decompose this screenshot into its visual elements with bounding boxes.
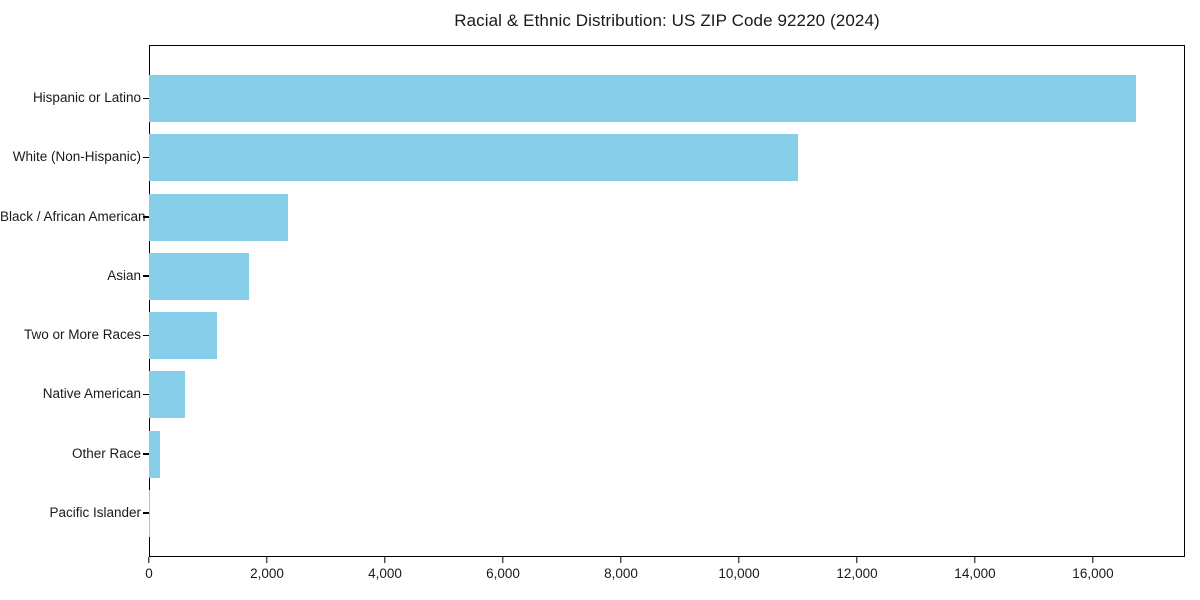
bar-track [149, 188, 1185, 247]
category-label: Other Race [71, 445, 141, 461]
bar [149, 312, 217, 360]
x-tick-mark [1092, 557, 1094, 563]
category-label: Black / African American [0, 208, 146, 224]
x-tick-label: 16,000 [1072, 566, 1114, 581]
x-tick-label: 0 [145, 566, 153, 581]
plot-area [149, 45, 1185, 557]
bar-track [149, 306, 1185, 365]
y-tick-mark [143, 512, 149, 514]
bar-row: Two or More Races [0, 306, 1200, 365]
x-tick-mark [148, 557, 150, 563]
x-tick-mark [502, 557, 504, 563]
bar [149, 430, 161, 478]
bar-track [149, 247, 1185, 306]
x-tick-mark [738, 557, 740, 563]
bar [149, 75, 1137, 123]
bar-track [149, 425, 1185, 484]
x-tick-label: 14,000 [954, 566, 996, 581]
bar [149, 252, 250, 300]
bar-row: Pacific Islander [0, 484, 1200, 543]
x-tick-label: 10,000 [718, 566, 760, 581]
x-tick-mark [856, 557, 858, 563]
x-tick-mark [620, 557, 622, 563]
y-tick-mark [143, 453, 149, 455]
bar-row: Native American [0, 365, 1200, 424]
bar-track [149, 484, 1185, 543]
y-tick-mark [143, 156, 149, 159]
category-label: Asian [107, 267, 141, 283]
x-tick-label: 6,000 [486, 566, 520, 581]
bar-track [149, 69, 1185, 128]
bar-row: Asian [0, 247, 1200, 306]
x-tick-mark [974, 557, 976, 563]
bar-rows: Hispanic or Latino White (Non-Hispanic) Bl… [0, 45, 1200, 557]
bar [149, 134, 798, 182]
category-label: Pacific Islander [49, 504, 141, 520]
category-label: Hispanic or Latino [32, 90, 141, 106]
x-tick-label: 4,000 [368, 566, 402, 581]
x-tick-label: 2,000 [250, 566, 284, 581]
bar-track [149, 128, 1185, 187]
y-tick-mark [143, 334, 149, 337]
y-tick-mark [143, 393, 149, 396]
bar-track [149, 365, 1185, 424]
x-tick-label: 8,000 [604, 566, 638, 581]
category-label: Native American [42, 386, 141, 402]
category-label: Two or More Races [23, 327, 141, 343]
bar [149, 371, 185, 419]
bar [149, 489, 150, 537]
bar-row: Other Race [0, 425, 1200, 484]
bar-row: Black / African American [0, 188, 1200, 247]
category-label: White (Non-Hispanic) [12, 149, 141, 165]
x-tick-label: 12,000 [836, 566, 878, 581]
bar-row: White (Non-Hispanic) [0, 128, 1200, 187]
bar-row: Hispanic or Latino [0, 69, 1200, 128]
x-axis: 0 2,000 4,000 6,000 8,000 10,000 12,000 14,000 1… [145, 557, 1185, 597]
chart-title: Racial & Ethnic Distribution: US ZIP Cod… [454, 11, 880, 30]
y-tick-mark [143, 97, 149, 100]
x-tick-mark [384, 557, 386, 563]
bar [149, 193, 288, 241]
x-tick-mark [266, 557, 268, 563]
y-tick-mark [143, 275, 149, 277]
y-tick-mark [143, 216, 149, 218]
